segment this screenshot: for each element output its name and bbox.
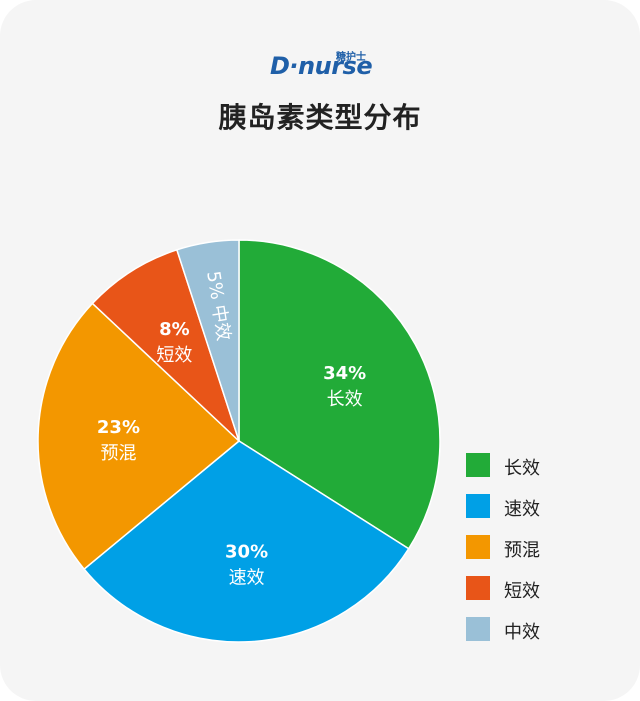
slice-name-label: 预混 [100,443,136,464]
pie-slice-0 [238,239,441,550]
slice-name-label: 速效 [229,567,265,588]
logo-chinese: 糖护士 [336,52,366,63]
legend-label: 短效 [504,581,540,602]
pie-slice-1 [83,440,410,643]
pie-slice-2 [37,302,241,571]
legend-swatch [466,535,490,559]
slice-percent-label: 34% [323,363,366,384]
slice-name-label: 短效 [156,345,192,366]
dnurse-logo: D·nurse 糖护士 [270,48,380,82]
slice-percent-label: 23% [97,417,140,438]
chart-title: 胰岛素类型分布 [218,101,422,134]
logo-wordmark: D·nurse [270,52,373,80]
legend-swatch [466,494,490,518]
pie-slice-4 [175,239,240,442]
slice-percent-label: 30% [225,541,268,562]
legend-label: 长效 [504,458,540,479]
slice-percent-label: 8% [159,319,190,340]
legend-swatch [466,617,490,641]
slice-name-label: 长效 [327,389,363,410]
legend-label: 预混 [504,540,540,561]
legend-label: 速效 [504,499,540,520]
legend-swatch [466,453,490,477]
pie-slice-3 [91,248,240,442]
legend-label: 中效 [504,622,540,643]
legend-swatch [466,576,490,600]
